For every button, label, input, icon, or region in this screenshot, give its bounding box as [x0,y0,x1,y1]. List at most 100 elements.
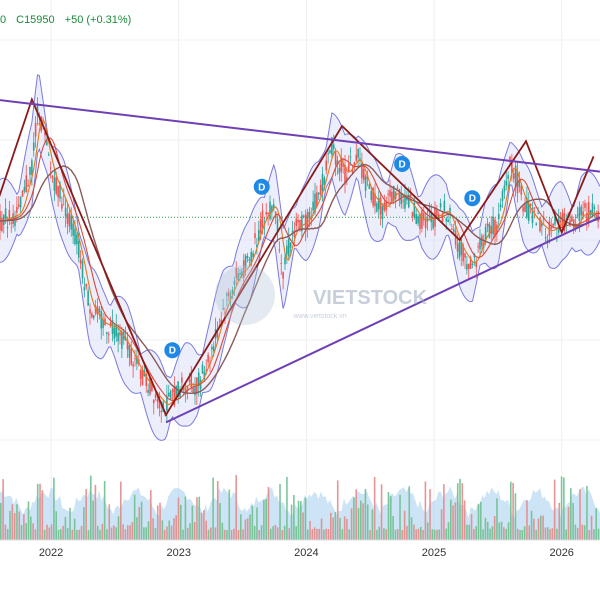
volume-bar [20,525,23,540]
volume-bar [36,483,39,540]
candle-body [55,177,58,194]
candle-body [233,280,236,285]
candle-body [587,202,590,222]
candle-body [181,377,183,383]
candle-body [319,184,322,195]
candle-body [452,229,455,232]
volume-bar [138,507,141,540]
volume-bar [371,509,374,540]
volume-bar [440,509,443,540]
candle-body [565,223,568,226]
volume-bar [399,494,401,540]
dividend-marker-label: D [169,346,176,357]
volume-bar [468,524,471,540]
volume-bar [348,529,351,540]
quote-bar: 0 C15950 +50 (+0.31%) [0,14,131,34]
volume-bar [576,527,579,540]
volume-bar [203,510,205,540]
candle-body [531,208,534,224]
candle-body [38,123,41,125]
volume-bar [76,529,78,540]
trendline-upper [0,99,600,173]
volume-bar [251,505,254,540]
candle-body [385,201,388,211]
candle-body [597,211,599,222]
candle-body [147,389,149,393]
volume-bar [207,529,210,540]
candle-body [334,152,337,165]
volume-bar [219,503,221,540]
volume-bar [339,517,341,540]
candle-body [409,194,412,197]
candle-body [197,372,200,387]
volume-bar [583,525,586,540]
candle-body [211,346,213,350]
volume-bar [0,502,2,540]
candle-body [10,222,13,224]
candle-body [248,259,251,261]
volume-bar [161,520,164,540]
candle-body [175,385,178,400]
volume-bar [263,500,265,540]
candle-body [158,395,161,409]
candle-body [49,167,52,169]
volume-bar [4,524,7,540]
volume-bar [383,528,385,540]
volume-bar [422,529,424,540]
ma-mid-line [0,137,600,401]
candle-body [126,339,129,350]
volume-bar [267,487,270,540]
candle-body [479,239,481,250]
candle-body [443,200,446,212]
volume-bar [55,511,57,540]
volume-bar [50,524,53,540]
candle-body [17,204,20,207]
volume-bar [244,519,247,540]
dividend-marker [164,342,181,359]
volume-bar [369,529,371,540]
candle-body [14,220,16,227]
volume-bar [293,494,295,540]
candle-body [499,204,502,208]
dividend-marker [394,156,411,172]
volume-bar [18,511,21,540]
candle-body [512,173,515,179]
volume-bar [205,520,207,540]
candle-body [188,380,191,382]
volume-bar [500,521,503,540]
x-tick-label: 2025 [422,547,446,559]
volume-bar [122,524,124,540]
volume-bar [186,527,189,540]
volume-bar [401,529,404,540]
candle-body [544,236,547,239]
volume-bar [505,528,507,540]
volume-bar [334,511,337,540]
volume-bar [420,526,422,540]
volume-bar [341,529,344,540]
candle-body [46,140,48,145]
candle-body [467,263,470,269]
candle-body [404,194,406,209]
volume-bar [180,504,182,540]
volume-bar [491,526,494,540]
candle-body [436,210,438,217]
volume-bar [473,529,475,540]
volume-bar [586,485,588,540]
candle-body [537,213,539,215]
candle-body [355,154,358,161]
volume-bar [350,508,353,540]
volume-bar [357,508,360,540]
volume-bar [242,529,244,540]
volume-bar [574,524,577,540]
candle-body [441,213,444,222]
volume-bar [64,516,67,540]
volume-bar [572,503,574,540]
candle-body [507,175,509,179]
candle-body [246,256,249,259]
volume-bar [11,504,14,540]
volume-bar [424,481,427,540]
candle-body [514,165,517,188]
volume-bar [560,476,563,540]
